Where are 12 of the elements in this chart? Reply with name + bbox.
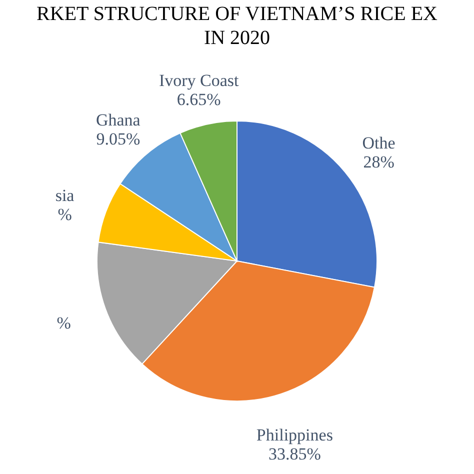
slice-label: Philippines <box>256 426 333 445</box>
data-label: 28% <box>363 152 394 172</box>
data-label: 6.65% <box>176 90 221 109</box>
slice-label: Ivory Coast <box>158 71 240 90</box>
chart-title: RKET STRUCTURE OF VIETNAM’S RICE EX IN 2020 <box>36 3 438 49</box>
data-label: % <box>56 313 71 332</box>
data-label: 33.85% <box>268 444 321 464</box>
slice-label: Othe <box>362 134 396 153</box>
slice-label: Ghana <box>96 110 141 130</box>
slice-label: sia <box>55 186 75 206</box>
data-label: 9.05% <box>96 130 140 149</box>
data-label: % <box>58 205 72 224</box>
